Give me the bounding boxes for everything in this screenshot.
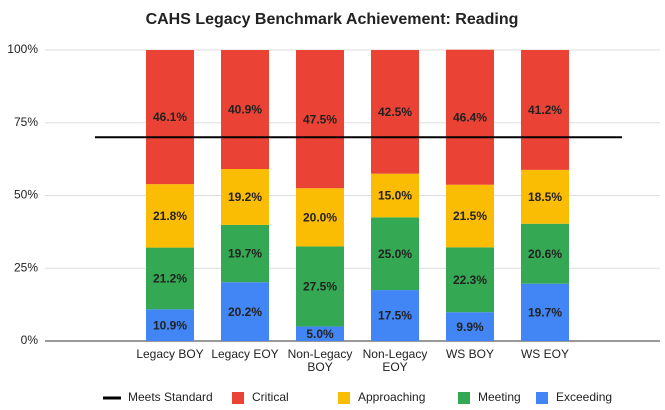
bar-segment — [221, 282, 269, 341]
x-tick-label: Legacy BOY — [136, 347, 204, 361]
data-label: 19.7% — [528, 306, 562, 320]
y-tick-label: 100% — [7, 42, 38, 56]
data-label: 21.8% — [153, 209, 187, 223]
data-label: 10.9% — [153, 318, 187, 332]
x-tick-label: WS BOY — [445, 347, 494, 361]
data-label: 41.2% — [528, 103, 562, 117]
bar-segment — [521, 169, 569, 224]
bar-segment — [296, 326, 344, 341]
legend-swatch — [232, 392, 244, 404]
data-label: 40.9% — [228, 103, 262, 117]
legend-label: Meets Standard — [128, 390, 213, 404]
legend-swatch — [536, 392, 548, 404]
data-label: 42.5% — [378, 105, 412, 119]
data-label: 27.5% — [303, 280, 337, 294]
data-label: 18.5% — [528, 190, 562, 204]
data-label: 5.0% — [306, 327, 334, 341]
bar-segment — [371, 173, 419, 218]
legend-label: Exceeding — [556, 390, 612, 404]
bar-segment — [221, 169, 269, 225]
y-tick-label: 50% — [14, 188, 38, 202]
y-tick-label: 25% — [14, 260, 38, 274]
bar-segment — [296, 246, 344, 327]
bar-segment — [221, 224, 269, 283]
bar-segment — [446, 312, 494, 341]
bar-segment — [521, 223, 569, 284]
bar-segment — [371, 217, 419, 291]
legend-label: Meeting — [478, 390, 521, 404]
data-label: 19.2% — [228, 190, 262, 204]
bar-segment — [371, 50, 419, 174]
x-tick-label: WS EOY — [520, 347, 569, 361]
bar-segment — [521, 50, 569, 170]
data-label: 21.2% — [153, 272, 187, 286]
y-tick-label: 0% — [21, 333, 39, 347]
bar-segment — [296, 50, 344, 189]
legend-swatch — [458, 392, 470, 404]
data-label: 15.0% — [378, 189, 412, 203]
legend-label: Critical — [252, 390, 289, 404]
data-label: 47.5% — [303, 112, 337, 126]
bar-segment — [146, 184, 194, 248]
x-tick-label: Legacy EOY — [211, 347, 279, 361]
chart-title: CAHS Legacy Benchmark Achievement: Readi… — [146, 11, 519, 28]
x-tick-label: Non-Legacy BOY — [287, 347, 353, 374]
data-label: 9.9% — [456, 320, 484, 334]
y-tick-label: 75% — [14, 115, 38, 129]
data-label: 20.2% — [228, 305, 262, 319]
bar-segment — [221, 50, 269, 170]
data-label: 20.0% — [303, 210, 337, 224]
legend-swatch — [338, 392, 350, 404]
bar-segment — [521, 283, 569, 341]
bar-segment — [146, 309, 194, 341]
x-tick-label: Non-Legacy EOY — [362, 347, 428, 374]
data-label: 25.0% — [378, 247, 412, 261]
data-label: 46.1% — [153, 110, 187, 124]
legend-label: Approaching — [358, 390, 425, 404]
data-label: 19.7% — [228, 247, 262, 261]
data-label: 22.3% — [453, 273, 487, 287]
bar-segment — [446, 49, 494, 185]
data-label: 17.5% — [378, 309, 412, 323]
bar-segment — [446, 247, 494, 313]
data-label: 21.5% — [453, 209, 487, 223]
data-label: 20.6% — [528, 247, 562, 261]
bar-segment — [146, 50, 194, 185]
bar-segment — [371, 290, 419, 341]
bar-segment — [146, 247, 194, 310]
data-label: 46.4% — [453, 110, 487, 124]
bar-segment — [446, 184, 494, 248]
bar-segment — [296, 188, 344, 247]
